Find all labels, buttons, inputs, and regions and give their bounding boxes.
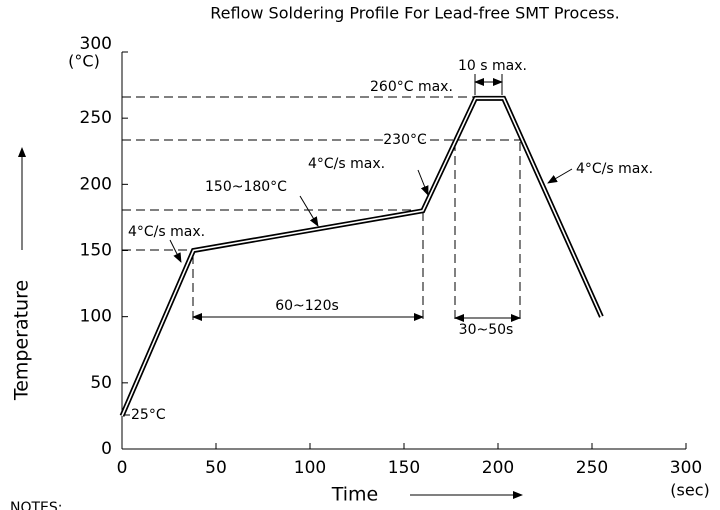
x-unit: (sec): [670, 481, 709, 500]
y-tick-label: 300: [80, 34, 112, 54]
y-axis-label: Temperature: [11, 280, 33, 401]
x-tick-label: 200: [482, 458, 514, 478]
y-tick-label: 200: [80, 174, 112, 194]
annotation: 260°C max.: [370, 79, 453, 95]
y-tick-label: 100: [80, 307, 112, 327]
x-tick-label: 100: [294, 458, 326, 478]
guides: [18, 74, 573, 499]
annotation: 25°C: [131, 407, 166, 423]
x-axis-label: Time: [331, 484, 379, 506]
annotation: 4°C/s max.: [128, 224, 205, 240]
y-tick-label: 150: [80, 241, 112, 261]
annotation: 4°C/s max.: [308, 156, 385, 172]
annotation: 30~50s: [459, 322, 514, 338]
annotation: 230°C: [383, 132, 427, 148]
annotation: 10 s max.: [458, 58, 527, 74]
x-tick-label: 250: [576, 458, 608, 478]
profile-line: [119, 95, 604, 417]
x-tick-label: 50: [205, 458, 227, 478]
profile-line-inner: [121, 97, 603, 417]
x-tick-label: 300: [670, 458, 702, 478]
x-tick-label: 0: [117, 458, 128, 478]
annotation: 4°C/s max.: [576, 161, 653, 177]
y-tick-label: 50: [90, 373, 112, 393]
x-tick-label: 150: [388, 458, 420, 478]
annotation: 60~120s: [275, 298, 339, 314]
notes: NOTES:: [10, 500, 63, 510]
chart-title: Reflow Soldering Profile For Lead-free S…: [210, 4, 619, 23]
y-tick-label: 0: [101, 439, 112, 459]
y-tick-label: 250: [80, 108, 112, 128]
annotation: 150~180°C: [205, 179, 287, 195]
y-unit: (°C): [68, 52, 100, 71]
